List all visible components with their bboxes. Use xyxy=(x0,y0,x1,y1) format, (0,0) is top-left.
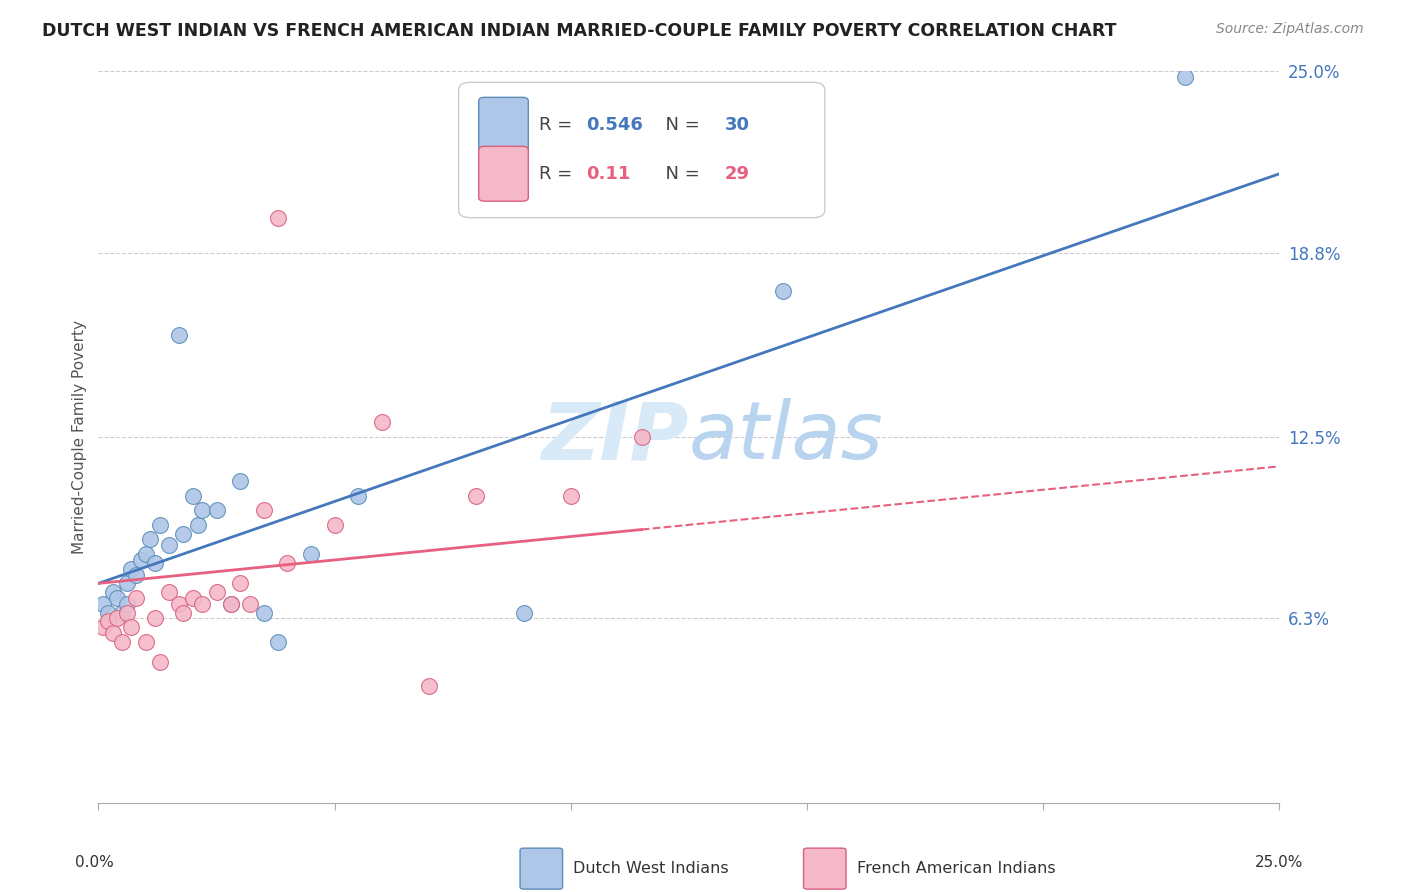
FancyBboxPatch shape xyxy=(458,82,825,218)
Point xyxy=(97,606,120,620)
Point xyxy=(205,585,228,599)
Point xyxy=(167,597,190,611)
Point xyxy=(1174,70,1197,85)
FancyBboxPatch shape xyxy=(520,848,562,889)
Text: 25.0%: 25.0% xyxy=(1254,855,1303,871)
Point xyxy=(253,503,276,517)
Point xyxy=(105,591,128,605)
FancyBboxPatch shape xyxy=(803,848,846,889)
Point xyxy=(91,597,114,611)
Point xyxy=(187,517,209,532)
Point xyxy=(630,430,652,444)
Point xyxy=(115,597,138,611)
Point xyxy=(512,606,534,620)
Text: 0.11: 0.11 xyxy=(586,165,630,183)
Point xyxy=(139,533,162,547)
Text: R =: R = xyxy=(538,165,578,183)
Point xyxy=(181,591,204,605)
Point xyxy=(239,597,262,611)
Point xyxy=(101,585,124,599)
Text: 30: 30 xyxy=(724,116,749,134)
Point xyxy=(121,620,143,634)
Y-axis label: Married-Couple Family Poverty: Married-Couple Family Poverty xyxy=(72,320,87,554)
Point xyxy=(115,576,138,591)
Text: 0.0%: 0.0% xyxy=(75,855,114,871)
Point xyxy=(276,556,298,570)
Point xyxy=(181,489,204,503)
FancyBboxPatch shape xyxy=(478,146,529,202)
Point xyxy=(253,606,276,620)
Point xyxy=(101,626,124,640)
Point xyxy=(149,517,172,532)
Point xyxy=(111,606,134,620)
Text: ZIP: ZIP xyxy=(541,398,689,476)
Point xyxy=(229,576,252,591)
Point xyxy=(105,611,128,625)
Text: Source: ZipAtlas.com: Source: ZipAtlas.com xyxy=(1216,22,1364,37)
Point xyxy=(191,503,214,517)
Text: atlas: atlas xyxy=(689,398,884,476)
Point xyxy=(323,517,346,532)
Point xyxy=(172,606,194,620)
Point xyxy=(172,526,194,541)
Point xyxy=(219,597,242,611)
Point xyxy=(157,585,180,599)
Point xyxy=(115,606,138,620)
Point xyxy=(143,611,166,625)
Text: Dutch West Indians: Dutch West Indians xyxy=(574,861,728,876)
Text: R =: R = xyxy=(538,116,578,134)
Point xyxy=(157,538,180,552)
Point xyxy=(229,474,252,488)
Point xyxy=(167,327,190,342)
Point xyxy=(135,635,157,649)
Point xyxy=(219,597,242,611)
Point xyxy=(149,656,172,670)
Point xyxy=(371,416,394,430)
FancyBboxPatch shape xyxy=(478,97,529,153)
Point xyxy=(191,597,214,611)
Point xyxy=(143,556,166,570)
Text: N =: N = xyxy=(654,116,704,134)
Point xyxy=(97,615,120,629)
Point xyxy=(205,503,228,517)
Text: 29: 29 xyxy=(724,165,749,183)
Point xyxy=(111,635,134,649)
Text: French American Indians: French American Indians xyxy=(856,861,1056,876)
Point xyxy=(125,591,148,605)
Point xyxy=(267,635,290,649)
Point xyxy=(121,562,143,576)
Point xyxy=(772,284,794,298)
Point xyxy=(125,567,148,582)
Point xyxy=(267,211,290,225)
Text: N =: N = xyxy=(654,165,704,183)
Text: 0.546: 0.546 xyxy=(586,116,643,134)
Point xyxy=(299,547,322,561)
Point xyxy=(465,489,488,503)
Text: DUTCH WEST INDIAN VS FRENCH AMERICAN INDIAN MARRIED-COUPLE FAMILY POVERTY CORREL: DUTCH WEST INDIAN VS FRENCH AMERICAN IND… xyxy=(42,22,1116,40)
Point xyxy=(91,620,114,634)
Point xyxy=(135,547,157,561)
Point xyxy=(347,489,370,503)
Point xyxy=(418,679,440,693)
Point xyxy=(129,553,152,567)
Point xyxy=(560,489,582,503)
